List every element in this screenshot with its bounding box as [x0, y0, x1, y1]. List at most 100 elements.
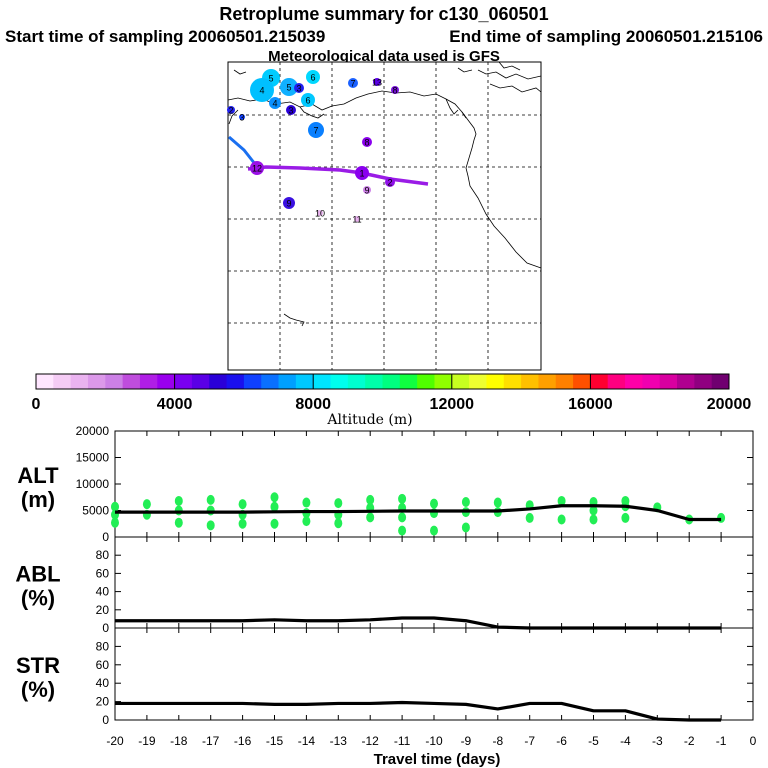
- map-marker: 10: [315, 209, 325, 219]
- colorbar-segment: [53, 374, 72, 389]
- colorbar-segment: [677, 374, 695, 389]
- colorbar-segment: [226, 374, 245, 389]
- colorbar-segment: [87, 374, 106, 389]
- map-marker: 11: [352, 215, 361, 225]
- map-marker: 3: [286, 105, 296, 116]
- colorbar-segment: [261, 374, 280, 389]
- map-graticule: [228, 62, 541, 370]
- colorbar-segment: [711, 374, 730, 389]
- marker-label: 10: [315, 209, 325, 219]
- panel-frame: [114, 536, 754, 629]
- y-tick-label: 40: [96, 676, 110, 690]
- y-tick-label: 0: [102, 713, 109, 727]
- y-tick-label: 80: [96, 548, 110, 562]
- colorbar-segment: [642, 374, 661, 389]
- alt-series-line: [115, 504, 722, 522]
- colorbar-segment: [573, 374, 591, 389]
- x-tick-label: -18: [170, 734, 188, 748]
- colorbar-segment: [538, 374, 557, 389]
- map-marker: 9: [283, 197, 295, 209]
- marker-dot: [308, 122, 324, 138]
- marker-label: 3: [288, 106, 293, 116]
- marker-label: 13: [372, 78, 382, 88]
- altitude-point: [270, 492, 279, 503]
- x-tick-label: -7: [524, 734, 535, 748]
- altitude-point: [430, 498, 438, 509]
- altitude-point: [557, 495, 566, 506]
- colorbar-axis-label: Altitude (m): [326, 412, 412, 428]
- colorbar-segment: [399, 374, 418, 389]
- marker-label: 8: [392, 86, 397, 96]
- colorbar-segment: [417, 374, 435, 389]
- marker-dot: [250, 78, 274, 102]
- x-tick-label: -19: [138, 734, 156, 748]
- y-tick-label: 0: [102, 530, 109, 544]
- marker-label: 7: [313, 126, 318, 136]
- marker-dot: [317, 210, 323, 216]
- marker-dot: [354, 216, 360, 222]
- map-marker: 1: [355, 166, 369, 180]
- altitude-point: [238, 518, 247, 529]
- altitude-point: [493, 497, 502, 508]
- marker-dot: [362, 137, 372, 147]
- marker-label: 2: [387, 178, 392, 188]
- marker-dot: [355, 166, 369, 180]
- colorbar-tick-label: 4000: [157, 396, 193, 413]
- marker-label: 3: [239, 113, 244, 123]
- x-tick-label: -10: [425, 734, 443, 748]
- y-tick-label: 60: [96, 566, 110, 580]
- marker-dot: [385, 177, 395, 187]
- y-tick-label: 60: [96, 658, 110, 672]
- map-marker: 2: [385, 177, 395, 188]
- marker-dot: [391, 86, 399, 94]
- map-frame: [227, 61, 542, 371]
- coastlines: [227, 61, 542, 327]
- colorbar-segment: [295, 374, 314, 389]
- colorbar-segment: [122, 374, 141, 389]
- marker-label: 5: [286, 83, 291, 93]
- marker-dot: [250, 161, 264, 175]
- colorbar-segment: [503, 374, 522, 389]
- str-panel: 0 20 40 60 80 STR(%): [16, 627, 754, 727]
- altitude-point: [398, 493, 407, 504]
- altitude-point: [366, 512, 375, 523]
- colorbar-segment: [486, 374, 505, 389]
- colorbar-tick-label: 20000: [707, 396, 752, 413]
- altitude-point: [270, 518, 279, 529]
- colorbar-segment: [313, 374, 332, 389]
- x-tick-label: -20: [106, 734, 124, 748]
- colorbar-segment: [555, 374, 574, 389]
- map-marker: 3: [294, 83, 304, 94]
- altitude-point: [525, 512, 534, 523]
- x-tick-label: -1: [716, 734, 727, 748]
- map-marker: 6: [306, 70, 320, 84]
- map-marker: 8: [391, 86, 399, 96]
- altitude-colorbar: 0 4000 8000 12000 16000 20000 Altitude (m): [32, 373, 752, 428]
- x-tick-label: 0: [750, 734, 757, 748]
- altitude-point: [334, 518, 343, 529]
- marker-dot: [348, 78, 358, 88]
- altitude-point: [174, 517, 183, 528]
- marker-dot: [301, 93, 315, 107]
- colorbar-segment: [191, 374, 210, 389]
- altitude-point: [111, 517, 119, 528]
- y-tick-label: 15000: [76, 451, 110, 465]
- x-tick-label: -8: [492, 734, 503, 748]
- altitude-point: [461, 522, 470, 533]
- map-marker: 4: [269, 97, 281, 109]
- y-tick-label: 10000: [76, 477, 110, 491]
- colorbar-segment: [157, 374, 176, 389]
- x-tick-label: -2: [684, 734, 695, 748]
- colorbar-segment: [278, 374, 297, 389]
- colorbar-tick-label: 16000: [568, 396, 613, 413]
- colorbar-segment: [521, 374, 539, 389]
- map-marker: 2: [227, 106, 235, 116]
- marker-dot: [283, 197, 295, 209]
- marker-label: 11: [352, 215, 361, 225]
- marker-dot: [280, 78, 298, 96]
- x-tick-label: -9: [461, 734, 472, 748]
- x-tick-label: -3: [652, 734, 663, 748]
- map-marker: 13: [372, 78, 382, 88]
- map-marker: 3: [239, 113, 245, 123]
- abl-panel: 0 20 40 60 80 ABL(%): [15, 536, 754, 635]
